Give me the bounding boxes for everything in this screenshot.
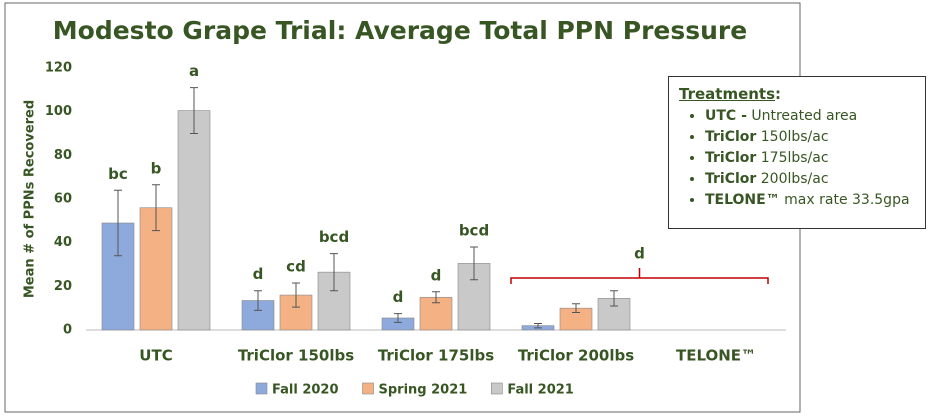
treatments-box: Treatments: UTC - Untreated area TriClor … — [668, 76, 926, 229]
treatments-title: Treatments — [679, 85, 776, 103]
x-tick-label: TriClor 200lbs — [518, 347, 634, 365]
treatment-item: TriClor 175lbs/ac — [705, 150, 915, 166]
treatment-name: TriClor — [705, 129, 757, 145]
y-axis-label: Mean # of PPNs Recovered — [23, 100, 38, 298]
error-bar — [610, 290, 618, 307]
legend-swatch — [255, 382, 268, 395]
error-bar — [470, 246, 478, 281]
legend-label: Fall 2021 — [507, 383, 574, 398]
legend-label: Spring 2021 — [379, 383, 468, 398]
treatment-name: TriClor — [705, 150, 757, 166]
error-bar — [432, 291, 440, 304]
treatments-heading: Treatments: — [679, 85, 915, 103]
y-tick-label: 40 — [54, 235, 72, 250]
bar — [177, 110, 211, 331]
significance-letter: cd — [286, 258, 306, 276]
treatment-detail: 200lbs/ac — [760, 171, 829, 187]
y-tick-label: 120 — [45, 61, 72, 76]
error-bar — [292, 282, 300, 308]
chart-title: Modesto Grape Trial: Average Total PPN P… — [53, 16, 747, 45]
x-tick-label: TriClor 150lbs — [238, 347, 354, 365]
error-bar — [330, 253, 338, 292]
significance-letter: a — [189, 62, 199, 80]
x-tick-label: UTC — [139, 347, 172, 365]
significance-letter: bc — [108, 165, 128, 183]
significance-letter: d — [253, 265, 264, 283]
treatment-name: TriClor — [705, 171, 757, 187]
bracket — [510, 268, 769, 284]
chart-border — [4, 2, 801, 413]
significance-letter: d — [393, 288, 404, 306]
treatments-list: UTC - Untreated areaTriClor 150lbs/acTri… — [679, 108, 915, 208]
treatment-item: UTC - Untreated area — [705, 108, 915, 124]
y-tick-label: 80 — [54, 148, 72, 163]
treatment-item: TriClor 200lbs/ac — [705, 171, 915, 187]
legend-swatch — [491, 382, 503, 395]
treatment-detail: Untreated area — [751, 108, 858, 124]
significance-letter: b — [151, 159, 162, 177]
treatments-colon: : — [775, 85, 782, 103]
treatment-detail: 150lbs/ac — [760, 129, 829, 145]
error-bar — [254, 290, 262, 311]
treatment-item: TriClor 150lbs/ac — [705, 129, 915, 145]
error-bar — [114, 189, 122, 257]
y-tick-label: 0 — [63, 323, 72, 338]
significance-letter: bcd — [319, 228, 349, 246]
y-tick-label: 20 — [54, 279, 72, 294]
treatment-item: TELONE™ max rate 33.5gpa — [705, 192, 915, 208]
legend-swatch — [362, 382, 374, 395]
error-bar — [190, 87, 198, 134]
error-bar — [394, 313, 402, 323]
treatment-name: UTC - — [705, 108, 747, 124]
error-bar — [572, 303, 580, 314]
significance-letter: d — [431, 266, 442, 284]
significance-letter: bcd — [459, 222, 489, 240]
error-bar — [534, 322, 542, 329]
y-tick-label: 100 — [45, 104, 72, 119]
treatment-detail: max rate 33.5gpa — [784, 192, 910, 208]
legend-label: Fall 2020 — [272, 383, 339, 398]
bracket-label: d — [634, 245, 645, 263]
treatment-name: TELONE™ — [705, 192, 780, 208]
x-tick-label: TELONE™ — [676, 347, 756, 365]
x-tick-label: TriClor 175lbs — [378, 347, 494, 365]
treatment-detail: 175lbs/ac — [760, 150, 829, 166]
error-bar — [152, 184, 160, 232]
y-tick-label: 60 — [54, 192, 72, 207]
